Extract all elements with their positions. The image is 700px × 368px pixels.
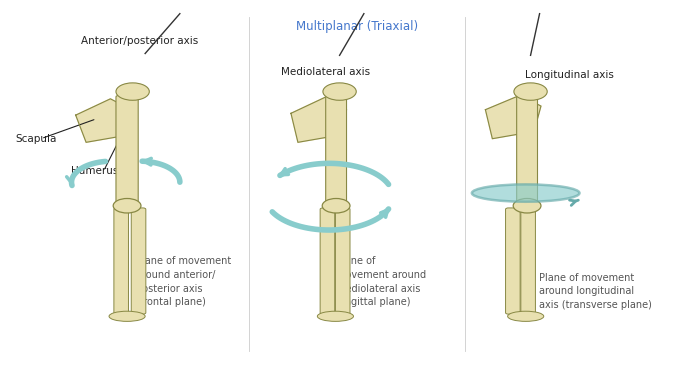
Circle shape (113, 198, 141, 213)
Ellipse shape (508, 311, 544, 321)
Text: Anterior/posterior axis: Anterior/posterior axis (81, 36, 199, 46)
Polygon shape (291, 97, 346, 142)
Text: Plane of
movement around
mediolateral axis
(sagittal plane): Plane of movement around mediolateral ax… (336, 256, 426, 307)
Polygon shape (76, 99, 134, 142)
Text: Multiplanar (Triaxial): Multiplanar (Triaxial) (296, 20, 418, 33)
Text: Humerus: Humerus (71, 166, 118, 176)
FancyBboxPatch shape (326, 93, 346, 211)
Text: Longitudinal axis: Longitudinal axis (525, 70, 614, 80)
Ellipse shape (109, 311, 145, 321)
FancyBboxPatch shape (132, 208, 146, 314)
FancyBboxPatch shape (114, 208, 129, 314)
FancyBboxPatch shape (521, 208, 536, 314)
Circle shape (514, 83, 547, 100)
FancyBboxPatch shape (505, 208, 520, 314)
Text: Scapula: Scapula (15, 134, 57, 144)
Text: Plane of movement
around anterior/
posterior axis
(frontal plane): Plane of movement around anterior/ poste… (136, 256, 232, 307)
Ellipse shape (317, 311, 354, 321)
Circle shape (116, 83, 149, 100)
Ellipse shape (472, 184, 580, 202)
FancyBboxPatch shape (116, 95, 138, 211)
FancyBboxPatch shape (335, 208, 350, 314)
Circle shape (323, 83, 356, 100)
Circle shape (322, 198, 350, 213)
Text: Mediolateral axis: Mediolateral axis (281, 67, 370, 77)
FancyBboxPatch shape (517, 93, 538, 211)
Text: Plane of movement
around longitudinal
axis (transverse plane): Plane of movement around longitudinal ax… (539, 273, 652, 310)
FancyBboxPatch shape (320, 208, 335, 314)
Circle shape (513, 198, 541, 213)
Polygon shape (485, 95, 541, 139)
